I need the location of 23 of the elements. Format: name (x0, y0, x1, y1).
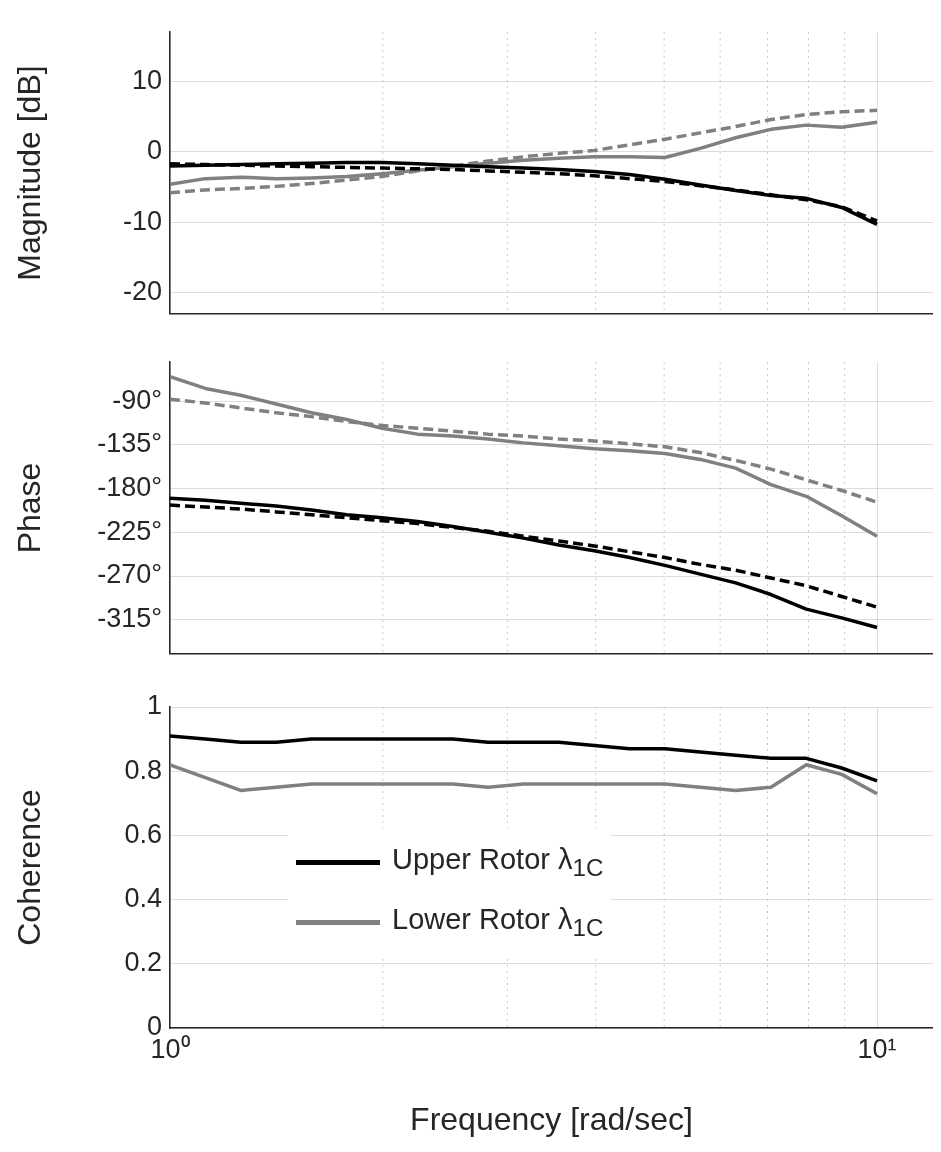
legend-label: Lower Rotor λ$_{1C}$ (392, 902, 604, 942)
legend-label: Upper Rotor λ$_{1C}$ (392, 842, 604, 882)
y-tick-label: -135° (97, 428, 162, 459)
y-tick-label: 0.2 (124, 947, 162, 978)
y-tick-label: 0.8 (124, 754, 162, 785)
y-axis-title: Phase (11, 462, 48, 554)
y-tick-label: 0 (146, 135, 162, 166)
y-tick-label: 1 (146, 690, 162, 721)
y-tick-label: 0.4 (124, 883, 162, 914)
y-tick-label: -10 (122, 205, 162, 236)
y-axis-title: Coherence (11, 789, 48, 946)
y-tick-label: -270° (97, 559, 162, 590)
y-tick-label: 0.6 (124, 818, 162, 849)
y-tick-label: 10 (131, 64, 162, 95)
x-tick-label: 10¹ (857, 1033, 897, 1064)
y-tick-label: -225° (97, 515, 162, 546)
y-tick-label: -90° (112, 384, 162, 415)
y-tick-label: -315° (97, 603, 162, 634)
y-tick-label: -180° (97, 472, 162, 503)
y-tick-label: -20 (122, 276, 162, 307)
line-series (170, 108, 879, 195)
x-axis-title: Frequency [rad/sec] (410, 1100, 693, 1137)
y-axis-title: Magnitude [dB] (11, 65, 48, 281)
